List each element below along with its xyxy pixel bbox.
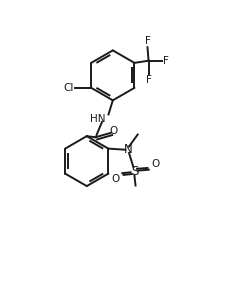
Text: Cl: Cl — [63, 83, 74, 93]
Text: O: O — [109, 126, 117, 136]
Text: O: O — [150, 159, 159, 169]
Text: S: S — [130, 165, 138, 178]
Text: O: O — [111, 173, 119, 183]
Text: N: N — [123, 143, 132, 156]
Text: F: F — [144, 36, 150, 46]
Text: F: F — [145, 75, 151, 85]
Text: HN: HN — [89, 114, 105, 124]
Text: F: F — [162, 56, 168, 66]
